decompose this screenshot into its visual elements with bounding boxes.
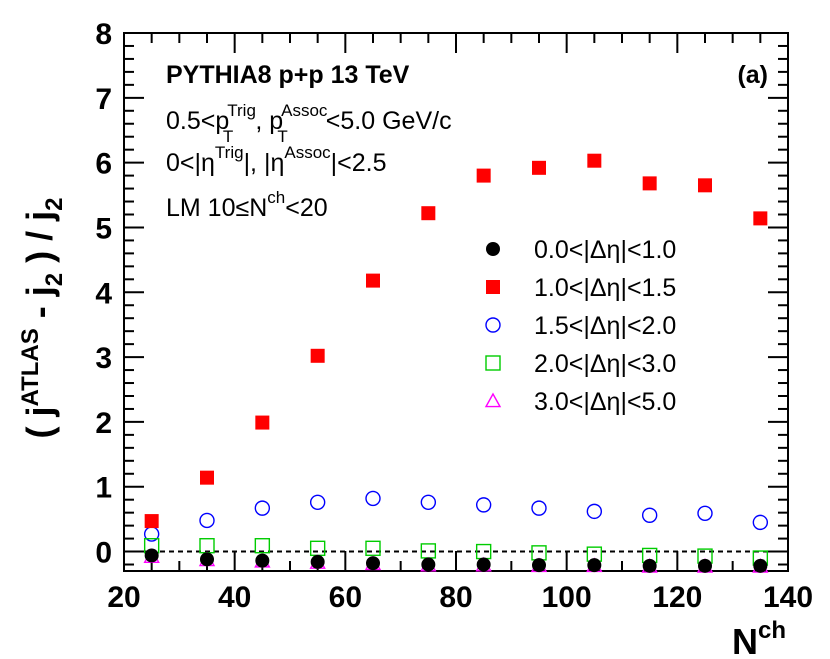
x-tick-labels: 20 40 60 80 100 120 140 <box>107 581 813 614</box>
data-point-filled-square <box>310 348 325 363</box>
y-tick-label: 6 <box>95 148 112 181</box>
data-point-open-circle <box>254 500 271 516</box>
chart-title: PYTHIA8 p+p 13 TeV <box>166 61 410 89</box>
x-tick-label: 100 <box>542 581 592 614</box>
data-point-filled-circle <box>200 552 214 567</box>
data-point-filled-square <box>642 176 657 191</box>
x-tick-label: 80 <box>439 581 472 614</box>
data-point-filled-circle <box>366 556 380 571</box>
annotation-pt-range: 0.5<pTrig T, pAssoc T<5.0 GeV/c <box>166 101 452 146</box>
data-point-open-circle <box>365 490 381 507</box>
legend-marker-filled-square <box>486 280 500 294</box>
legend-label: 1.5<|Δη|<2.0 <box>534 312 676 340</box>
y-tick-label: 3 <box>95 342 112 375</box>
data-point-open-square <box>309 540 326 557</box>
data-point-filled-square <box>532 160 546 175</box>
legend-label: 2.0<|Δη|<3.0 <box>534 350 676 378</box>
data-point-open-circle <box>309 494 326 510</box>
data-point-filled-circle <box>421 557 436 572</box>
legend-marker-open-triangle <box>484 392 502 408</box>
annotation-multiplicity: LM 10≤Nch<20 <box>166 188 328 222</box>
data-point-filled-square <box>476 168 491 183</box>
data-point-filled-circle <box>753 558 768 573</box>
data-point-filled-square <box>200 470 214 485</box>
data-point-open-square <box>254 538 271 554</box>
data-point-open-circle <box>641 507 658 523</box>
x-tick-label: 120 <box>652 581 702 614</box>
data-point-open-circle <box>475 497 492 513</box>
data-point-filled-square <box>698 178 712 193</box>
data-point-open-circle <box>531 500 547 516</box>
data-point-filled-circle <box>310 554 325 569</box>
data-point-filled-circle <box>144 548 159 563</box>
data-markers <box>143 153 769 573</box>
legend-marker-filled-circle <box>486 242 500 256</box>
annotation-eta-range: 0<|ηTrig|, |ηAssoc|<2.5 <box>166 143 387 177</box>
y-tick-label: 7 <box>95 83 112 116</box>
y-tick-label: 5 <box>95 212 112 245</box>
data-point-filled-circle <box>476 557 491 572</box>
y-tick-labels: 0 1 2 3 4 5 6 7 8 <box>95 18 112 570</box>
y-tick-label: 1 <box>95 472 112 505</box>
data-point-filled-square <box>144 514 159 529</box>
data-point-filled-circle <box>698 558 712 573</box>
x-tick-label: 20 <box>107 581 140 614</box>
x-tick-label: 40 <box>218 581 251 614</box>
y-tick-label: 2 <box>95 407 112 440</box>
data-point-filled-circle <box>255 553 270 568</box>
data-point-open-square <box>365 540 381 557</box>
data-point-filled-circle <box>587 558 602 573</box>
legend-marker-open-square <box>485 355 501 371</box>
data-point-filled-circle <box>532 558 546 573</box>
data-point-filled-circle <box>642 558 657 573</box>
legend-label: 1.0<|Δη|<1.5 <box>534 274 676 302</box>
x-tick-label: 60 <box>329 581 362 614</box>
data-point-open-circle <box>586 503 603 520</box>
data-point-filled-square <box>421 206 436 221</box>
legend-label: 0.0<|Δη|<1.0 <box>534 236 676 264</box>
y-tick-label: 4 <box>95 277 112 310</box>
legend-marker-open-circle <box>485 317 501 333</box>
data-point-open-circle <box>752 514 769 531</box>
data-point-open-circle <box>199 512 215 529</box>
legend: 0.0<|Δη|<1.0 1.0<|Δη|<1.5 1.5<|Δη|<2.0 2.0<… <box>484 236 676 416</box>
x-axis-label: Nch <box>732 617 786 659</box>
legend-label: 3.0<|Δη|<5.0 <box>534 388 676 416</box>
data-point-open-circle <box>420 494 437 510</box>
data-point-filled-square <box>753 211 768 226</box>
y-axis-label: ( jATLAS - j2 ) / j2 <box>17 198 68 439</box>
y-axis-label-sup: ATLAS <box>17 328 44 406</box>
data-point-filled-square <box>587 153 602 168</box>
x-tick-label: 140 <box>763 581 813 614</box>
data-point-open-circle <box>697 505 713 522</box>
data-point-filled-square <box>366 273 380 288</box>
data-point-filled-square <box>255 415 270 430</box>
y-tick-label: 8 <box>95 18 112 51</box>
panel-label: (a) <box>737 61 768 89</box>
y-tick-label: 0 <box>95 537 112 570</box>
